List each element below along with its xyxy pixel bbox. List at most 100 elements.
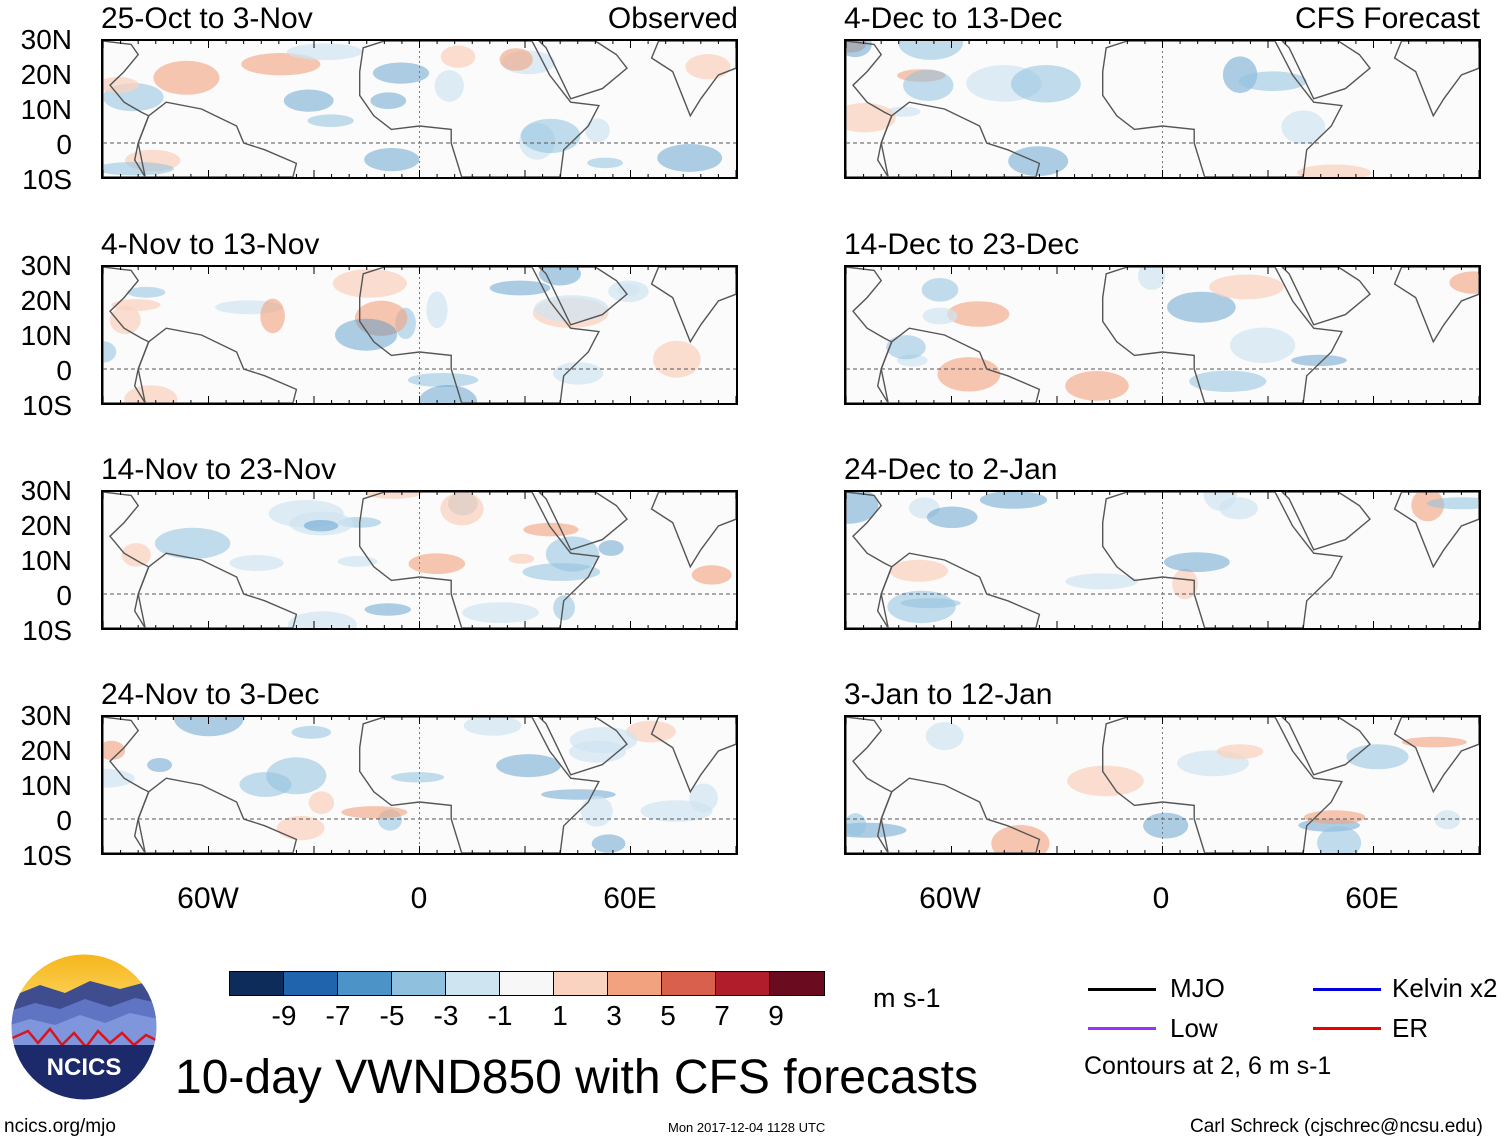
- legend-line-kelvin: [1313, 988, 1381, 991]
- anomaly-shading: [173, 717, 244, 737]
- footer-author: Carl Schreck (cjschrec@ncsu.edu): [1190, 1116, 1483, 1137]
- anomaly-shading: [1065, 573, 1138, 590]
- anomaly-shading: [520, 118, 581, 154]
- map-canvas: [103, 717, 736, 853]
- anomaly-shading: [283, 89, 334, 112]
- anomaly-shading: [121, 543, 151, 567]
- map-canvas: [846, 41, 1479, 177]
- anomaly-shading: [1434, 810, 1461, 830]
- colorbar: [229, 971, 825, 996]
- anomaly-shading: [523, 522, 579, 537]
- anomaly-shading: [239, 772, 292, 797]
- colorbar-tick: -7: [325, 1000, 351, 1031]
- anomaly-shading: [937, 357, 1001, 392]
- anomaly-shading: [846, 41, 872, 58]
- anomaly-shading: [364, 603, 411, 616]
- anomaly-shading: [640, 800, 713, 822]
- colorbar-tick: 9: [768, 1000, 784, 1031]
- anomaly-shading: [291, 725, 332, 739]
- map-canvas: [103, 41, 736, 177]
- anomaly-shading: [1167, 291, 1236, 323]
- anomaly-shading: [286, 43, 363, 61]
- anomaly-shading: [1209, 274, 1284, 300]
- lat-label: 10N: [20, 94, 72, 125]
- colorbar-tick: 7: [714, 1000, 730, 1031]
- anomaly-shading: [1143, 812, 1189, 839]
- anomaly-shading: [418, 385, 478, 403]
- colorbar-swatch: [716, 972, 770, 995]
- anomaly-shading: [241, 53, 321, 76]
- anomaly-shading: [335, 318, 398, 351]
- lat-label: 30N: [20, 475, 72, 506]
- anomaly-shading: [1317, 826, 1362, 853]
- lon-label: 60W: [919, 882, 981, 915]
- anomaly-shading: [440, 492, 484, 526]
- anomaly-shading: [303, 520, 339, 532]
- colorbar-swatch: [392, 972, 446, 995]
- anomaly-shading: [979, 492, 1048, 509]
- anomaly-shading: [947, 301, 1010, 327]
- anomaly-shading: [355, 300, 408, 336]
- anomaly-shading: [1401, 736, 1467, 748]
- anomaly-shading: [426, 291, 448, 329]
- anomaly-shading: [921, 278, 959, 302]
- panel-forecast-3: [844, 490, 1481, 630]
- lat-label: 0: [56, 129, 72, 160]
- anomaly-shading: [1281, 110, 1326, 144]
- anomaly-shading: [153, 60, 220, 95]
- lat-label: 20N: [20, 59, 72, 90]
- anomaly-shading: [553, 362, 604, 385]
- anomaly-shading: [846, 492, 879, 524]
- lon-label: 60E: [603, 882, 657, 915]
- anomaly-shading: [653, 340, 701, 378]
- map-canvas: [103, 267, 736, 403]
- lat-label: 30N: [20, 700, 72, 731]
- panel-forecast-2: [844, 265, 1481, 405]
- lat-label: 30N: [20, 24, 72, 55]
- anomaly-shading: [657, 144, 723, 172]
- anomaly-shading: [103, 77, 139, 93]
- lat-label: 10S: [22, 615, 72, 646]
- anomaly-shading: [307, 114, 354, 127]
- colorbar-swatch: [446, 972, 500, 995]
- panel-forecast-1: [844, 39, 1481, 179]
- panel-title: 24-Nov to 3-Dec: [101, 678, 320, 711]
- panel-title: 24-Dec to 2-Jan: [844, 453, 1058, 486]
- lon-label: 0: [1152, 882, 1170, 915]
- anomaly-shading: [846, 41, 867, 53]
- anomaly-shading: [1291, 354, 1347, 366]
- legend-label-low: Low: [1170, 1013, 1218, 1043]
- lat-label: 10N: [20, 545, 72, 576]
- anomaly-shading: [685, 54, 731, 80]
- lat-label: 0: [56, 355, 72, 386]
- lat-label: 10S: [22, 164, 72, 195]
- legend-label-kelvin: Kelvin x2: [1392, 973, 1498, 1003]
- anomaly-shading: [991, 825, 1050, 853]
- lat-label: 20N: [20, 510, 72, 541]
- anomaly-shading: [1449, 271, 1479, 294]
- lat-label: 10S: [22, 390, 72, 421]
- anomaly-shading: [489, 280, 551, 296]
- colorbar-swatch: [770, 972, 824, 995]
- anomaly-shading: [1172, 568, 1198, 600]
- anomaly-shading: [903, 69, 954, 101]
- anomaly-shading: [462, 602, 539, 623]
- anomaly-shading: [1216, 744, 1264, 759]
- anomaly-shading: [1426, 497, 1479, 510]
- lat-label: 30N: [20, 250, 72, 281]
- panel-observed-1: [101, 39, 738, 179]
- lat-label: 0: [56, 805, 72, 836]
- map-canvas: [846, 492, 1479, 628]
- anomaly-shading: [370, 92, 407, 109]
- anomaly-shading: [569, 727, 638, 754]
- anomaly-shading: [1304, 810, 1366, 825]
- anomaly-shading: [886, 335, 926, 360]
- anomaly-shading: [908, 497, 940, 519]
- observed-label: Observed: [607, 2, 738, 35]
- map-canvas: [846, 717, 1479, 853]
- colorbar-tick: 3: [606, 1000, 622, 1031]
- legend-line-mjo: [1088, 988, 1156, 991]
- anomaly-shading: [1138, 267, 1166, 290]
- anomaly-shading: [1230, 327, 1296, 363]
- lon-label: 60W: [177, 882, 239, 915]
